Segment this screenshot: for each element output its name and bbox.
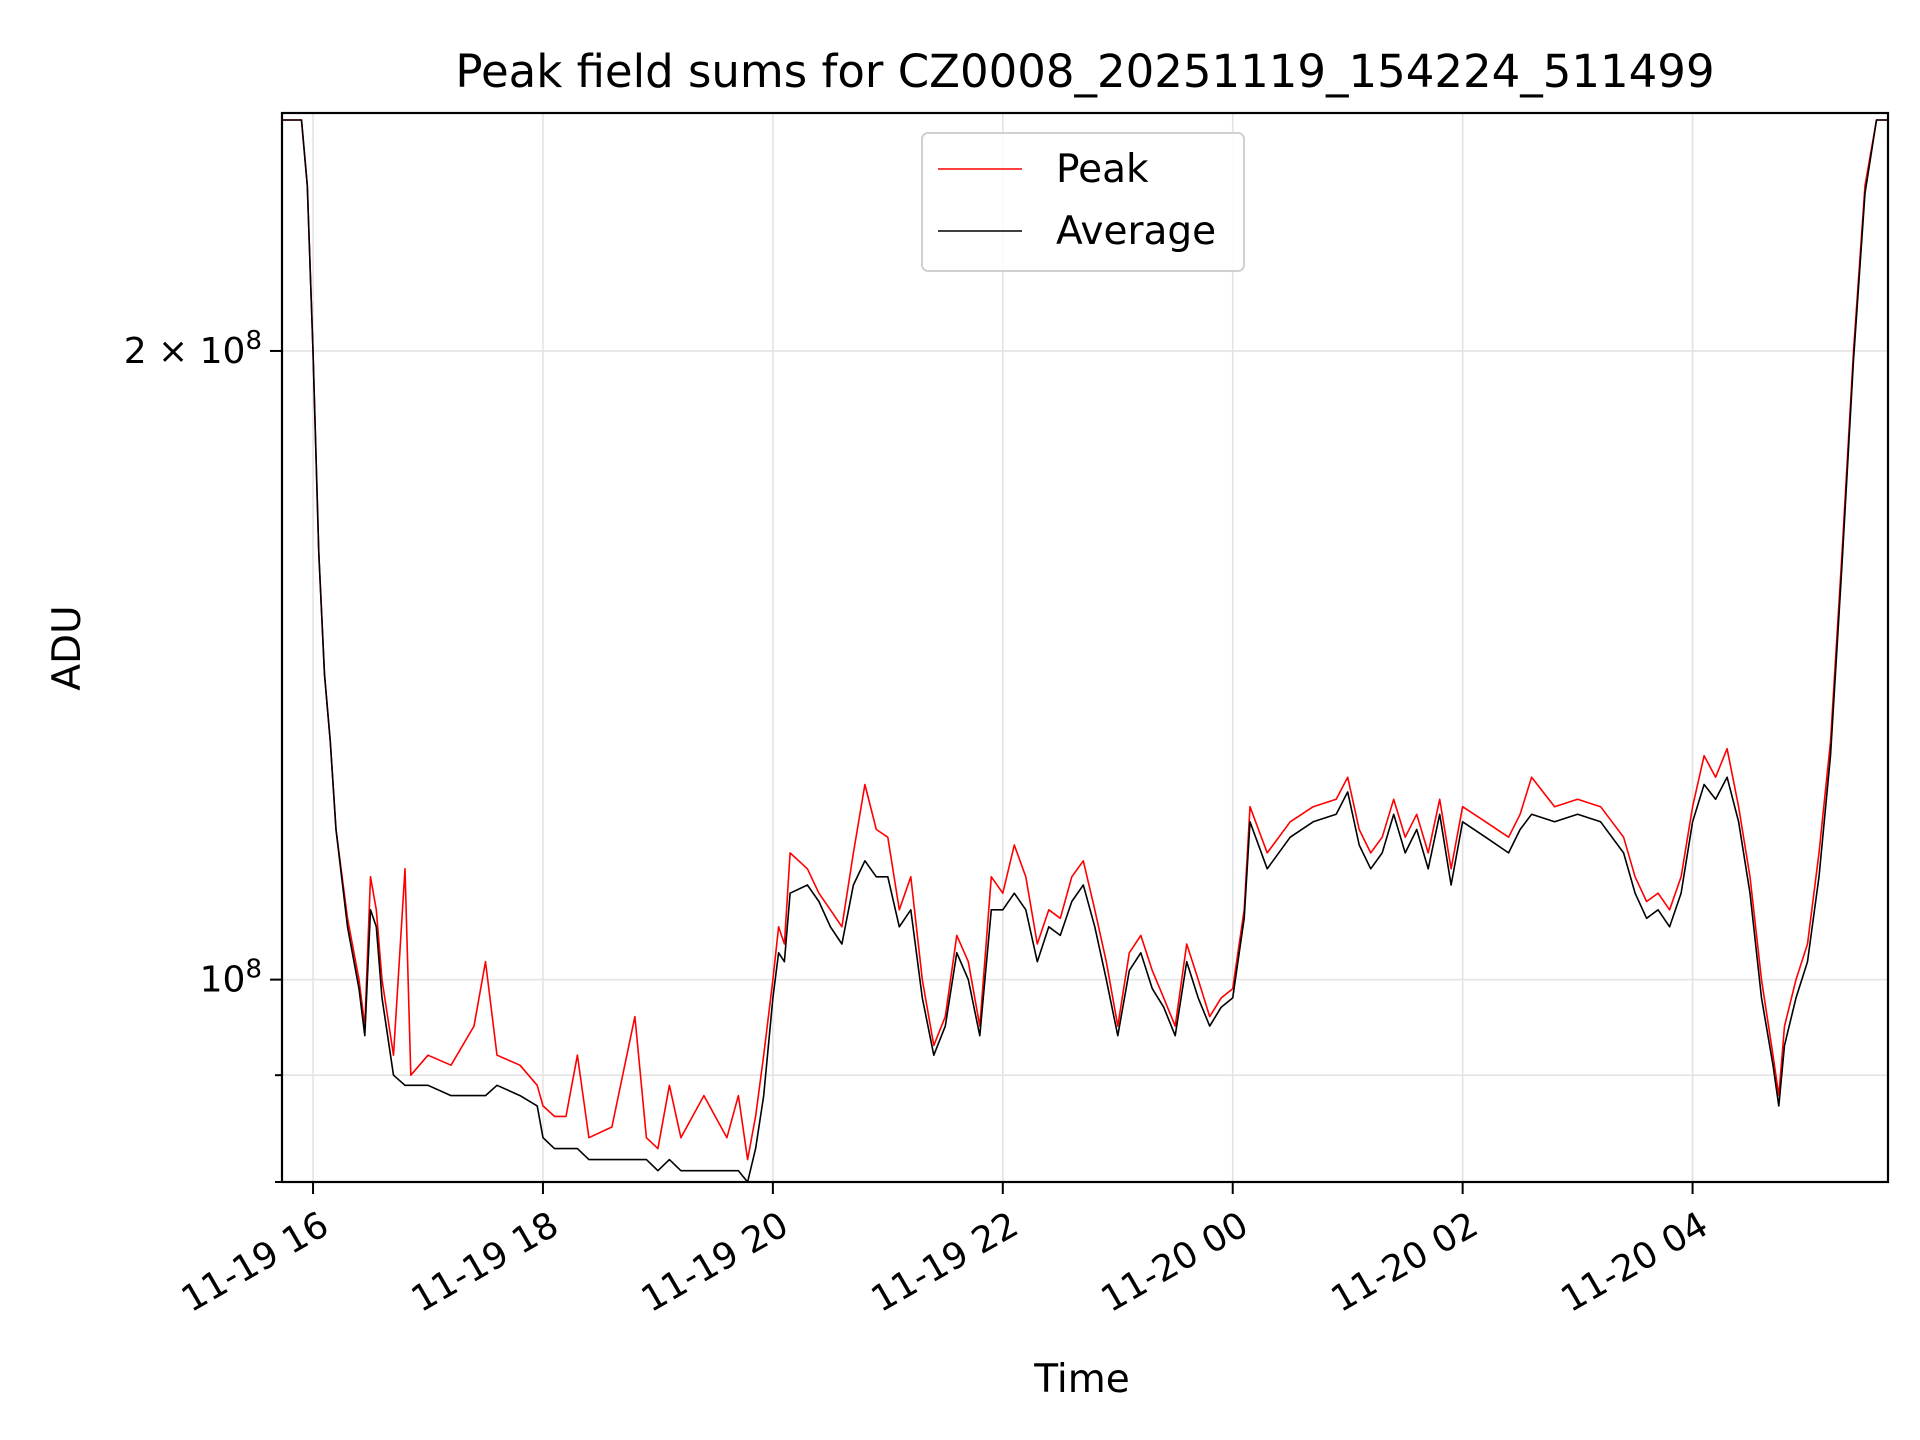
- x-tick-label: 11-19 16: [175, 1204, 336, 1320]
- legend: Peak Average: [921, 132, 1245, 272]
- x-tick-label: 11-20 00: [1095, 1204, 1256, 1320]
- x-tick-label: 11-19 22: [865, 1204, 1026, 1320]
- plot-area: [282, 119, 1888, 1182]
- plot-frame: [280, 111, 1890, 1184]
- chart-title: Peak field sums for CZ0008_20251119_1542…: [455, 45, 1714, 98]
- average-series-line: [282, 119, 1888, 1182]
- legend-average-label: Average: [1056, 209, 1216, 254]
- y-tick-label: 108: [200, 955, 262, 1001]
- x-tick-label: 11-19 20: [635, 1204, 796, 1320]
- peak-series-line: [282, 119, 1888, 1161]
- legend-box: [921, 132, 1245, 272]
- y-tick-label: 2 × 108: [124, 326, 262, 372]
- x-tick-label: 11-19 18: [405, 1204, 566, 1320]
- x-axis-label: Time: [1033, 1357, 1129, 1402]
- y-axis-label: ADU: [45, 605, 90, 690]
- axes-ticks: 11-19 16 11-19 18 11-19 20 11-19 22 11-20 00…: [124, 326, 1715, 1321]
- legend-peak-label: Peak: [1056, 147, 1149, 192]
- x-tick-label: 11-20 04: [1554, 1204, 1715, 1320]
- x-tick-label: 11-20 02: [1324, 1204, 1485, 1320]
- grid: [282, 113, 1888, 1183]
